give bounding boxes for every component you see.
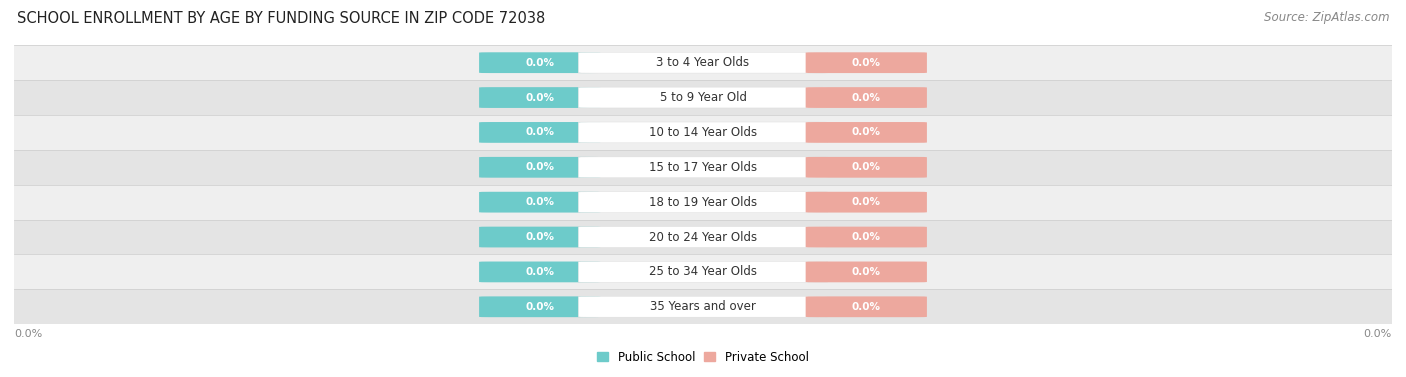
FancyBboxPatch shape (479, 157, 600, 178)
Text: Source: ZipAtlas.com: Source: ZipAtlas.com (1264, 11, 1389, 24)
FancyBboxPatch shape (14, 290, 1392, 324)
FancyBboxPatch shape (806, 157, 927, 178)
FancyBboxPatch shape (578, 87, 828, 108)
FancyBboxPatch shape (578, 296, 828, 317)
FancyBboxPatch shape (479, 52, 600, 73)
Text: 20 to 24 Year Olds: 20 to 24 Year Olds (650, 231, 756, 244)
Text: 0.0%: 0.0% (526, 58, 554, 68)
FancyBboxPatch shape (806, 192, 927, 213)
FancyBboxPatch shape (14, 45, 1392, 80)
FancyBboxPatch shape (578, 52, 828, 73)
Text: 18 to 19 Year Olds: 18 to 19 Year Olds (650, 196, 756, 208)
Text: 0.0%: 0.0% (526, 267, 554, 277)
Text: 0.0%: 0.0% (526, 92, 554, 103)
Text: SCHOOL ENROLLMENT BY AGE BY FUNDING SOURCE IN ZIP CODE 72038: SCHOOL ENROLLMENT BY AGE BY FUNDING SOUR… (17, 11, 546, 26)
Text: 0.0%: 0.0% (852, 92, 880, 103)
Text: 0.0%: 0.0% (852, 58, 880, 68)
Text: 0.0%: 0.0% (1364, 329, 1392, 339)
Text: 0.0%: 0.0% (526, 197, 554, 207)
Text: 0.0%: 0.0% (14, 329, 42, 339)
FancyBboxPatch shape (14, 185, 1392, 219)
Text: 35 Years and over: 35 Years and over (650, 300, 756, 313)
Text: 0.0%: 0.0% (526, 162, 554, 172)
FancyBboxPatch shape (578, 157, 828, 178)
Legend: Public School, Private School: Public School, Private School (593, 346, 813, 369)
FancyBboxPatch shape (806, 87, 927, 108)
FancyBboxPatch shape (479, 192, 600, 213)
Text: 0.0%: 0.0% (852, 232, 880, 242)
FancyBboxPatch shape (479, 296, 600, 317)
FancyBboxPatch shape (14, 219, 1392, 254)
Text: 25 to 34 Year Olds: 25 to 34 Year Olds (650, 265, 756, 278)
Text: 0.0%: 0.0% (526, 127, 554, 138)
FancyBboxPatch shape (479, 262, 600, 282)
FancyBboxPatch shape (479, 227, 600, 247)
Text: 0.0%: 0.0% (852, 267, 880, 277)
FancyBboxPatch shape (479, 87, 600, 108)
Text: 15 to 17 Year Olds: 15 to 17 Year Olds (650, 161, 756, 174)
FancyBboxPatch shape (578, 227, 828, 247)
FancyBboxPatch shape (806, 122, 927, 143)
Text: 0.0%: 0.0% (852, 162, 880, 172)
FancyBboxPatch shape (806, 296, 927, 317)
FancyBboxPatch shape (578, 262, 828, 282)
Text: 0.0%: 0.0% (526, 302, 554, 312)
FancyBboxPatch shape (578, 192, 828, 213)
Text: 0.0%: 0.0% (526, 232, 554, 242)
Text: 3 to 4 Year Olds: 3 to 4 Year Olds (657, 56, 749, 69)
FancyBboxPatch shape (479, 122, 600, 143)
FancyBboxPatch shape (14, 254, 1392, 290)
FancyBboxPatch shape (14, 115, 1392, 150)
FancyBboxPatch shape (578, 122, 828, 143)
Text: 5 to 9 Year Old: 5 to 9 Year Old (659, 91, 747, 104)
FancyBboxPatch shape (806, 52, 927, 73)
Text: 10 to 14 Year Olds: 10 to 14 Year Olds (650, 126, 756, 139)
Text: 0.0%: 0.0% (852, 302, 880, 312)
FancyBboxPatch shape (14, 80, 1392, 115)
FancyBboxPatch shape (14, 150, 1392, 185)
Text: 0.0%: 0.0% (852, 127, 880, 138)
FancyBboxPatch shape (806, 227, 927, 247)
Text: 0.0%: 0.0% (852, 197, 880, 207)
FancyBboxPatch shape (806, 262, 927, 282)
